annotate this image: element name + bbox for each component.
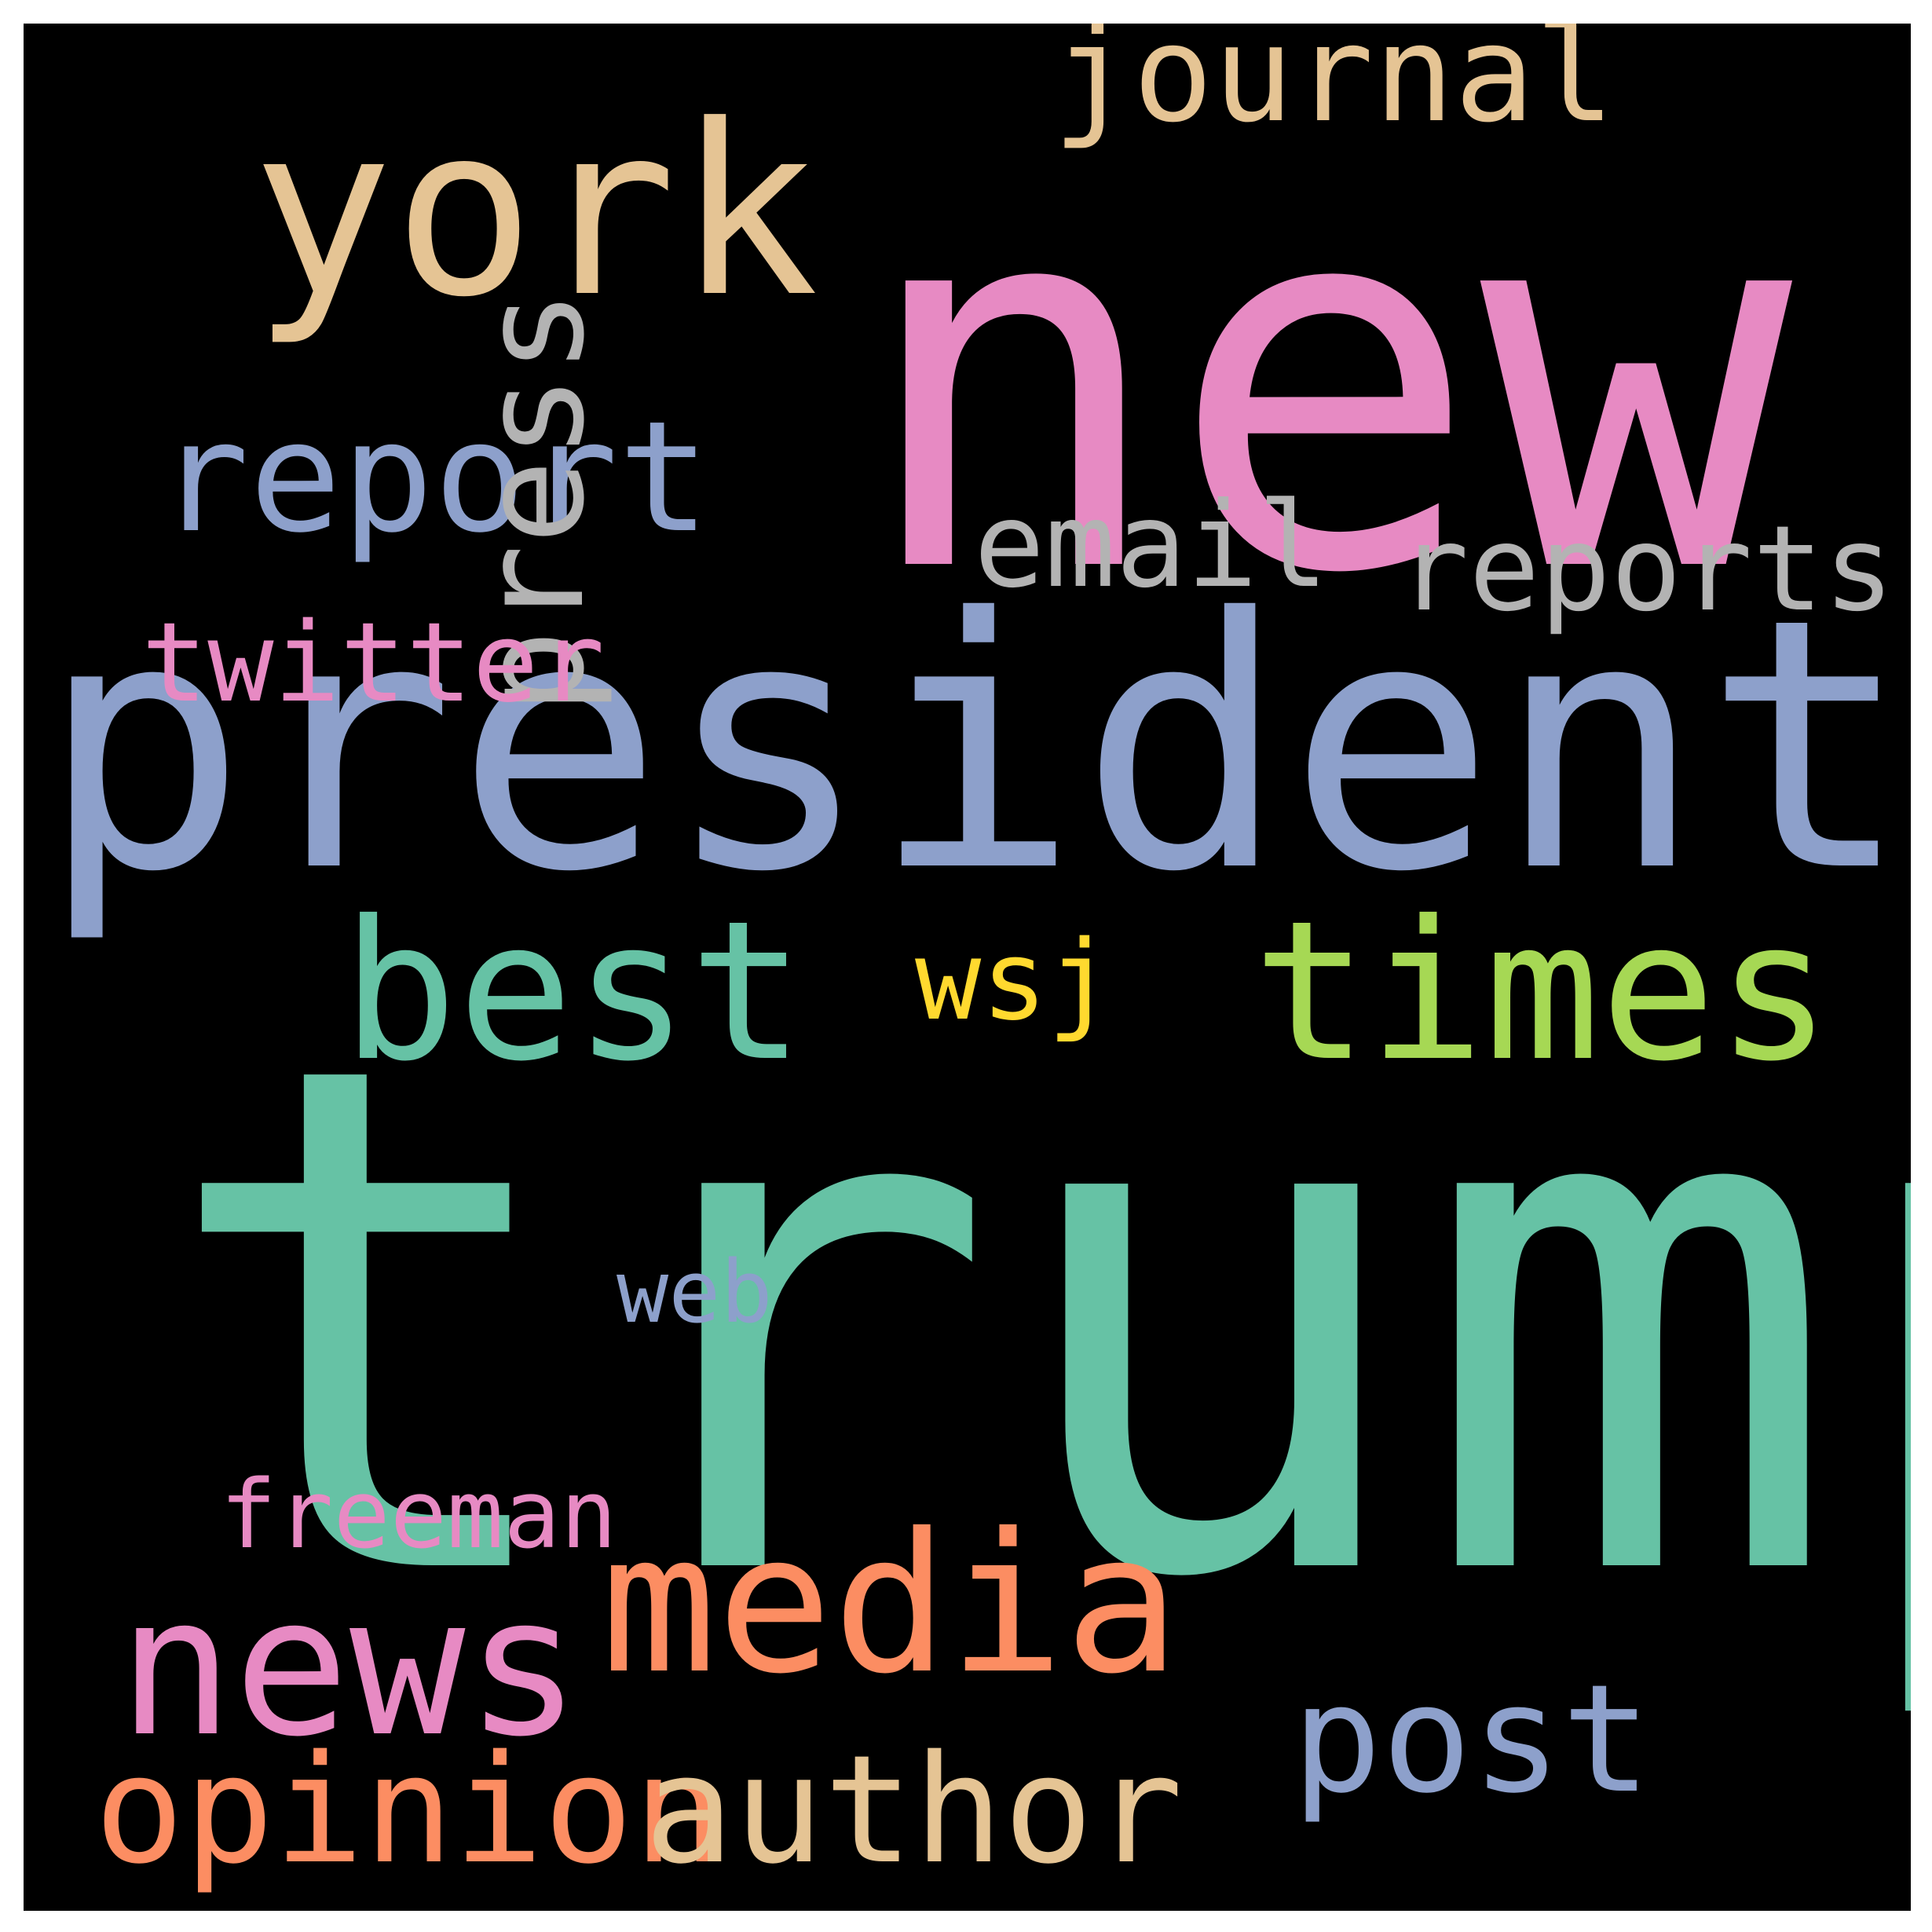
- word-times: times: [1253, 880, 1832, 1103]
- word-best: best: [342, 880, 806, 1103]
- word-president: president: [39, 545, 1911, 947]
- word-author: author: [644, 1723, 1184, 1897]
- word-wsj: wsj: [915, 917, 1114, 1045]
- word-new: new: [856, 82, 1793, 686]
- word-opinion: opinion: [94, 1723, 723, 1897]
- word-trump: trump: [157, 917, 1911, 1730]
- word-post: post: [1292, 1652, 1652, 1826]
- word-cloud: trump new president york journal report …: [24, 24, 1911, 1911]
- word-email: email: [974, 478, 1329, 614]
- word-freeman: freeman: [220, 1461, 617, 1570]
- word-reports: reports: [1398, 501, 1895, 638]
- word-media: media: [601, 1492, 1180, 1716]
- word-twitter: twitter: [141, 599, 606, 727]
- word-journal: journal: [1052, 24, 1615, 152]
- word-york: york: [251, 75, 819, 349]
- word-web: web: [617, 1242, 773, 1342]
- word-report: report: [157, 388, 711, 566]
- word-news: news: [118, 1555, 582, 1779]
